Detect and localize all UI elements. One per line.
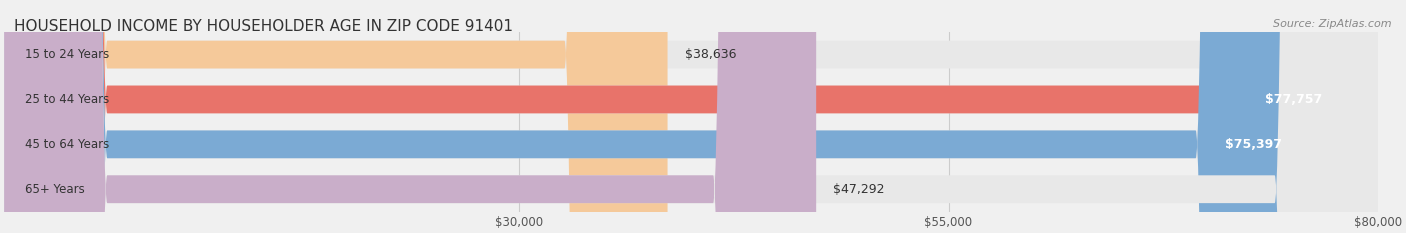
FancyBboxPatch shape <box>4 0 815 233</box>
FancyBboxPatch shape <box>4 0 1299 233</box>
Text: 65+ Years: 65+ Years <box>25 183 84 196</box>
FancyBboxPatch shape <box>4 0 1378 233</box>
FancyBboxPatch shape <box>4 0 1378 233</box>
FancyBboxPatch shape <box>4 0 1378 233</box>
Text: HOUSEHOLD INCOME BY HOUSEHOLDER AGE IN ZIP CODE 91401: HOUSEHOLD INCOME BY HOUSEHOLDER AGE IN Z… <box>14 19 513 34</box>
Text: $77,757: $77,757 <box>1265 93 1322 106</box>
Text: $38,636: $38,636 <box>685 48 737 61</box>
Text: 25 to 44 Years: 25 to 44 Years <box>25 93 110 106</box>
Text: $47,292: $47,292 <box>834 183 884 196</box>
FancyBboxPatch shape <box>4 0 668 233</box>
Text: $75,397: $75,397 <box>1225 138 1281 151</box>
Text: Source: ZipAtlas.com: Source: ZipAtlas.com <box>1274 19 1392 29</box>
Text: 45 to 64 Years: 45 to 64 Years <box>25 138 110 151</box>
Text: 15 to 24 Years: 15 to 24 Years <box>25 48 110 61</box>
FancyBboxPatch shape <box>4 0 1378 233</box>
FancyBboxPatch shape <box>4 0 1340 233</box>
